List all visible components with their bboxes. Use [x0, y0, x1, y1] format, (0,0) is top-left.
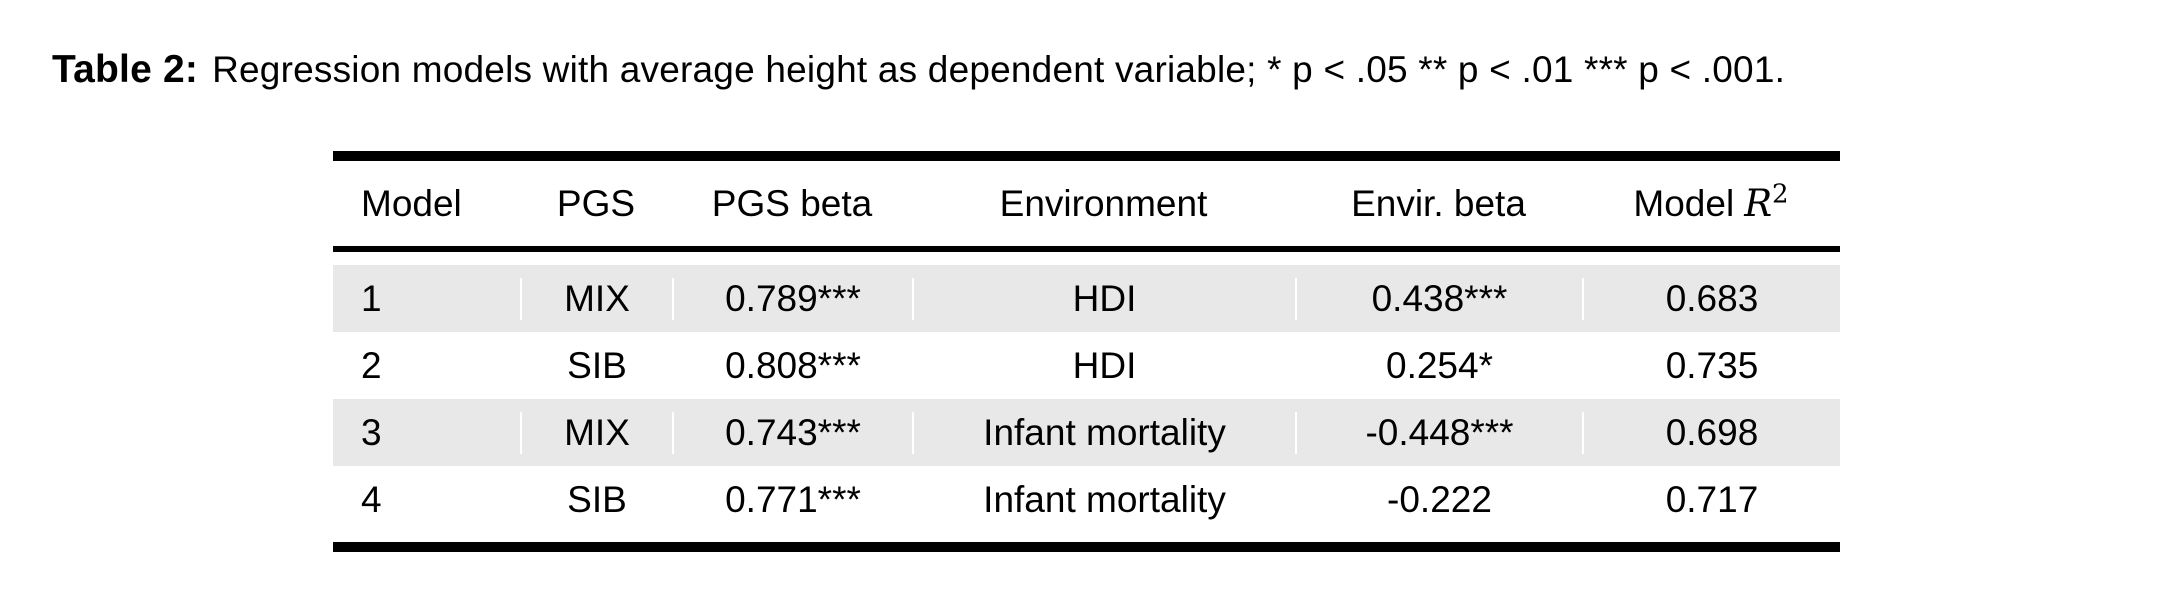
- mid-rule: [333, 246, 1840, 252]
- bottom-rule: [333, 542, 1840, 552]
- caption-label: Table 2:: [52, 48, 199, 91]
- caption-text: Regression models with average height as…: [212, 49, 1786, 90]
- cell-pgs-beta: 0.771***: [672, 478, 912, 521]
- cell-envir-beta: 0.254*: [1295, 344, 1582, 387]
- cell-pgs-beta: 0.808***: [672, 344, 912, 387]
- cell-environment: HDI: [912, 344, 1295, 387]
- table-row: 1 MIX 0.789*** HDI 0.438*** 0.683: [333, 265, 1840, 332]
- cell-pgs: MIX: [520, 277, 672, 320]
- cell-pgs-beta: 0.743***: [672, 411, 912, 454]
- cell-r2: 0.717: [1582, 478, 1840, 521]
- table-body: 1 MIX 0.789*** HDI 0.438*** 0.683 2 SIB …: [333, 252, 1840, 542]
- cell-model: 2: [361, 344, 382, 386]
- cell-r2: 0.683: [1582, 277, 1840, 320]
- model-r2-prefix: Model: [1633, 183, 1735, 224]
- cell-environment: HDI: [912, 277, 1295, 320]
- cell-r2: 0.735: [1582, 344, 1840, 387]
- cell-envir-beta: 0.438***: [1295, 277, 1582, 320]
- cell-model: 1: [361, 277, 382, 319]
- cell-envir-beta: -0.448***: [1295, 411, 1582, 454]
- cell-environment: Infant mortality: [912, 411, 1295, 454]
- table-row: 3 MIX 0.743*** Infant mortality -0.448**…: [333, 399, 1840, 466]
- cell-pgs: SIB: [520, 344, 672, 387]
- table-row: 4 SIB 0.771*** Infant mortality -0.222 0…: [333, 466, 1840, 533]
- cell-model: 3: [361, 411, 382, 453]
- r-squared-exponent: 2: [1772, 179, 1789, 210]
- header-cell-environment: Environment: [999, 182, 1208, 224]
- cell-model: 4: [361, 478, 382, 520]
- cell-pgs: SIB: [520, 478, 672, 521]
- regression-table: Model PGS PGS beta Environment Envir. be…: [333, 151, 1840, 552]
- top-rule: [333, 151, 1840, 161]
- header-cell-pgs: PGS: [556, 182, 636, 224]
- cell-pgs-beta: 0.789***: [672, 277, 912, 320]
- header-cell-envir-beta: Envir. beta: [1351, 182, 1526, 224]
- cell-envir-beta: -0.222: [1295, 478, 1582, 521]
- header-cell-model: Model: [361, 182, 462, 224]
- table-caption: Table 2: Regression models with average h…: [52, 46, 2152, 95]
- header-cell-pgs-beta: PGS beta: [711, 182, 873, 224]
- cell-pgs: MIX: [520, 411, 672, 454]
- header-cell-model-r2: Model R2: [1582, 182, 1840, 225]
- table-row: 2 SIB 0.808*** HDI 0.254* 0.735: [333, 332, 1840, 399]
- cell-environment: Infant mortality: [912, 478, 1295, 521]
- cell-r2: 0.698: [1582, 411, 1840, 454]
- r-squared-symbol: R: [1744, 182, 1773, 225]
- header-row: Model PGS PGS beta Environment Envir. be…: [333, 161, 1840, 246]
